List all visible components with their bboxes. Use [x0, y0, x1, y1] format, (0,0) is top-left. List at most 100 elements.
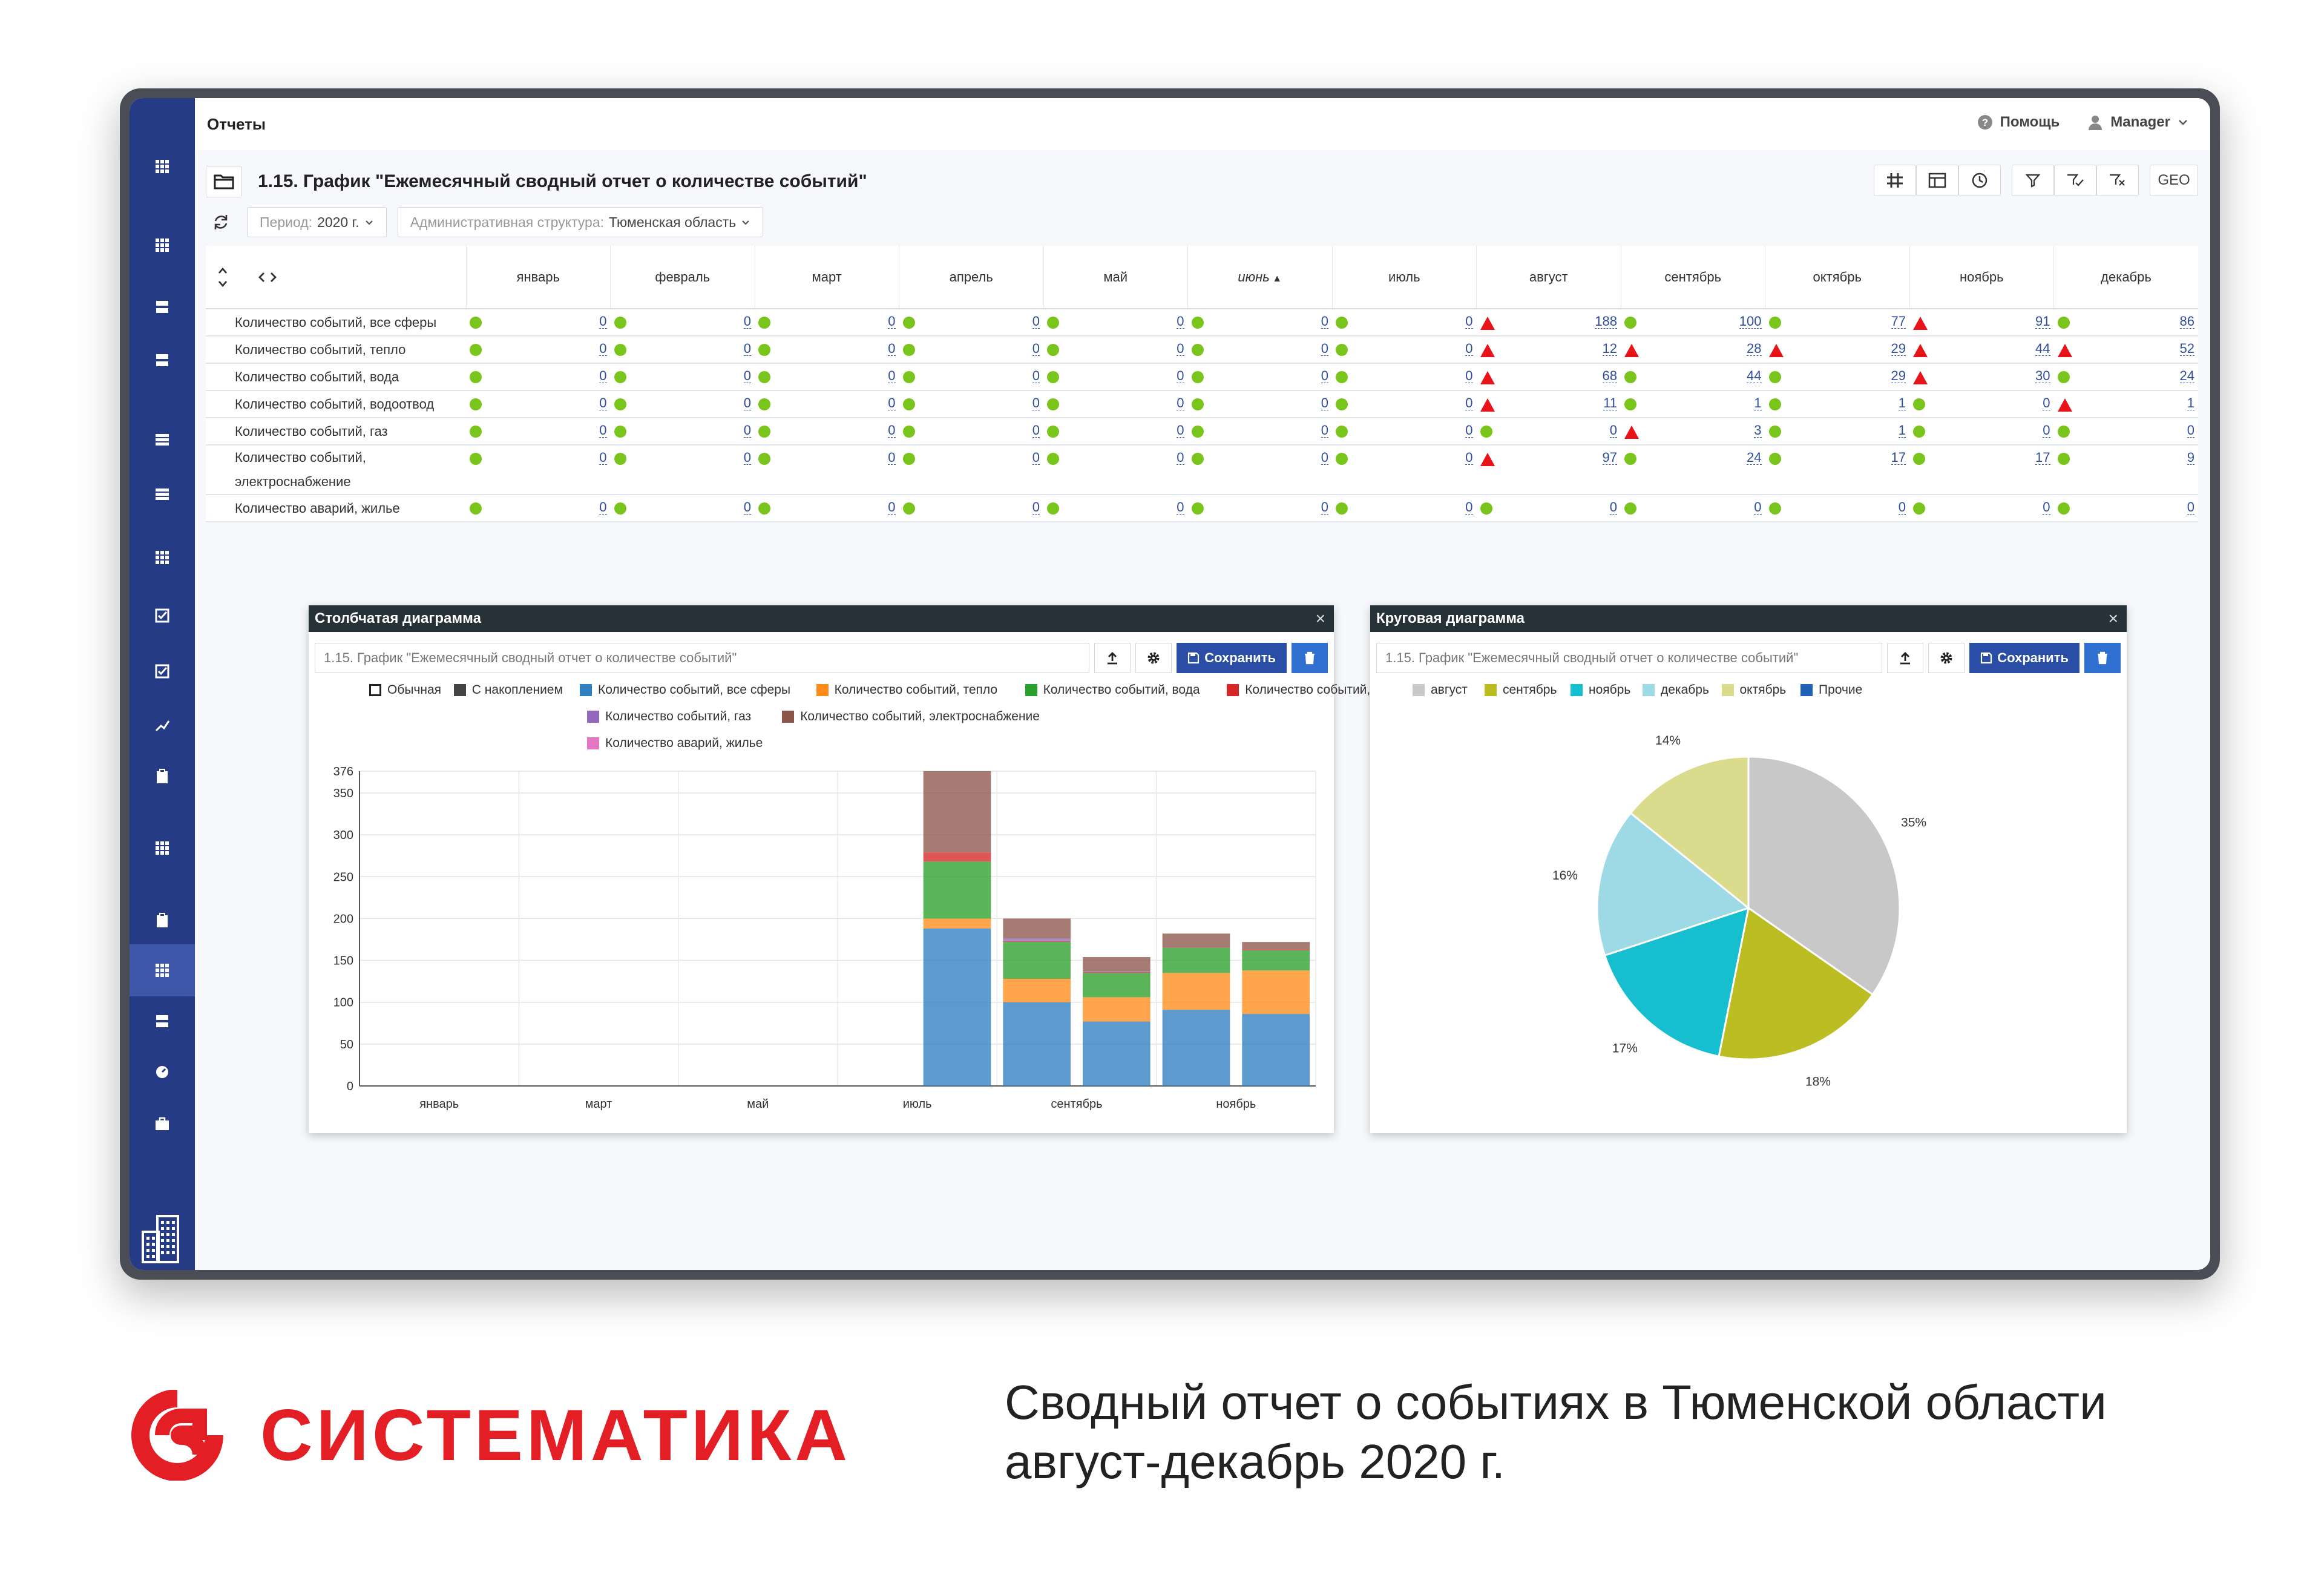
cell-value-link[interactable]: 0: [599, 423, 607, 438]
delete-button[interactable]: [1292, 643, 1328, 673]
cell-value-link[interactable]: 0: [2187, 499, 2194, 515]
legend-slice-3[interactable]: ноябрь: [1571, 683, 1630, 697]
cell-value-link[interactable]: 0: [1898, 499, 1906, 515]
refresh-button[interactable]: [206, 207, 236, 237]
cell-value-link[interactable]: 0: [1177, 341, 1184, 356]
column-header-4[interactable]: апрель: [899, 246, 1043, 309]
sidebar-item-17[interactable]: [130, 1098, 195, 1150]
column-header-5[interactable]: май: [1043, 246, 1188, 309]
cell-value-link[interactable]: 0: [1609, 423, 1617, 438]
cell-value-link[interactable]: 30: [2035, 368, 2050, 383]
cell-value-link[interactable]: 9: [2187, 450, 2194, 465]
geo-button[interactable]: GEO: [2150, 165, 2198, 196]
export-button[interactable]: [1094, 643, 1131, 673]
cell-value-link[interactable]: 11: [1603, 395, 1617, 410]
cell-value-link[interactable]: 0: [1177, 395, 1184, 410]
sidebar-item-1[interactable]: [130, 140, 195, 192]
cell-value-link[interactable]: 0: [1177, 423, 1184, 438]
legend-mode-2[interactable]: С накоплением: [453, 683, 563, 697]
user-menu[interactable]: Manager: [2087, 114, 2188, 131]
cell-value-link[interactable]: 0: [599, 314, 607, 329]
column-header-7[interactable]: июль: [1331, 246, 1477, 309]
cell-value-link[interactable]: 0: [743, 314, 751, 329]
close-icon[interactable]: ×: [1315, 609, 1325, 628]
table-view-button[interactable]: [1916, 165, 1958, 196]
cell-value-link[interactable]: 0: [2043, 395, 2050, 410]
legend-slice-2[interactable]: сентябрь: [1485, 683, 1557, 697]
sidebar-item-8[interactable]: [130, 590, 195, 642]
filter-button[interactable]: [2012, 165, 2054, 196]
column-header-12[interactable]: декабрь: [2053, 246, 2198, 309]
column-header-9[interactable]: сентябрь: [1620, 246, 1765, 309]
cell-value-link[interactable]: 0: [743, 341, 751, 356]
column-header-1[interactable]: январь: [465, 246, 611, 309]
legend-series-7[interactable]: Количество аварий, жилье: [587, 736, 763, 751]
cell-value-link[interactable]: 0: [743, 368, 751, 383]
cell-value-link[interactable]: 0: [1465, 450, 1473, 465]
sort-rows-icon[interactable]: [217, 267, 229, 288]
cell-value-link[interactable]: 0: [1321, 450, 1328, 465]
cell-value-link[interactable]: 77: [1891, 314, 1906, 329]
history-button[interactable]: [1958, 165, 2001, 196]
cell-value-link[interactable]: 97: [1602, 450, 1617, 465]
cell-value-link[interactable]: 0: [1465, 341, 1473, 356]
cell-value-link[interactable]: 0: [1754, 499, 1762, 515]
cell-value-link[interactable]: 0: [1465, 368, 1473, 383]
cell-value-link[interactable]: 0: [599, 341, 607, 356]
legend-slice-4[interactable]: декабрь: [1643, 683, 1709, 697]
cell-value-link[interactable]: 1: [1898, 395, 1906, 410]
cell-value-link[interactable]: 0: [1032, 499, 1040, 515]
cell-value-link[interactable]: 0: [1465, 395, 1473, 410]
bar-chart-name-input[interactable]: 1.15. График "Ежемесячный сводный отчет …: [315, 643, 1090, 673]
cell-value-link[interactable]: 188: [1595, 314, 1617, 329]
cell-value-link[interactable]: 44: [1747, 368, 1762, 383]
cell-value-link[interactable]: 28: [1747, 341, 1762, 356]
cell-value-link[interactable]: 0: [2187, 423, 2194, 438]
cell-value-link[interactable]: 0: [888, 423, 896, 438]
sidebar-item-11[interactable]: [130, 751, 195, 803]
cell-value-link[interactable]: 24: [2179, 368, 2194, 383]
sidebar-item-12[interactable]: [130, 822, 195, 874]
legend-mode-1[interactable]: Обычная: [369, 683, 441, 697]
cell-value-link[interactable]: 12: [1602, 341, 1617, 356]
sidebar-item-5[interactable]: [130, 414, 195, 466]
legend-series-2[interactable]: Количество событий, тепло: [816, 683, 997, 697]
cell-value-link[interactable]: 0: [888, 368, 896, 383]
column-header-3[interactable]: март: [754, 246, 899, 309]
column-header-11[interactable]: ноябрь: [1909, 246, 2054, 309]
cell-value-link[interactable]: 0: [1032, 423, 1040, 438]
sidebar-item-2[interactable]: [130, 219, 195, 271]
export-button[interactable]: [1887, 643, 1924, 673]
cell-value-link[interactable]: 0: [1465, 314, 1473, 329]
cell-value-link[interactable]: 0: [1321, 499, 1328, 515]
cell-value-link[interactable]: 0: [888, 395, 896, 410]
cell-value-link[interactable]: 0: [1177, 499, 1184, 515]
sidebar-item-16[interactable]: [130, 1046, 195, 1098]
sidebar-item-9[interactable]: [130, 645, 195, 697]
sidebar-item-14[interactable]: [130, 944, 195, 996]
cell-value-link[interactable]: 0: [2043, 499, 2050, 515]
cell-value-link[interactable]: 0: [743, 499, 751, 515]
cell-value-link[interactable]: 0: [1321, 368, 1328, 383]
cell-value-link[interactable]: 0: [599, 395, 607, 410]
save-button[interactable]: Сохранить: [1969, 643, 2079, 673]
cell-value-link[interactable]: 44: [2035, 341, 2050, 356]
cell-value-link[interactable]: 0: [1321, 341, 1328, 356]
filter-apply-button[interactable]: [2054, 165, 2096, 196]
settings-button[interactable]: [1928, 643, 1965, 673]
structure-filter[interactable]: Административная структура: Тюменская обл…: [397, 207, 764, 237]
cell-value-link[interactable]: 0: [743, 450, 751, 465]
legend-slice-1[interactable]: август: [1413, 683, 1468, 697]
cell-value-link[interactable]: 91: [2035, 314, 2050, 329]
cell-value-link[interactable]: 3: [1754, 423, 1762, 438]
cell-value-link[interactable]: 0: [2043, 423, 2050, 438]
cell-value-link[interactable]: 0: [1465, 499, 1473, 515]
save-button[interactable]: Сохранить: [1177, 643, 1287, 673]
sidebar-item-13[interactable]: [130, 895, 195, 947]
cell-value-link[interactable]: 100: [1739, 314, 1762, 329]
cell-value-link[interactable]: 0: [1321, 395, 1328, 410]
cell-value-link[interactable]: 0: [599, 450, 607, 465]
sidebar-item-15[interactable]: [130, 995, 195, 1047]
close-icon[interactable]: ×: [2108, 609, 2118, 628]
cell-value-link[interactable]: 0: [888, 341, 896, 356]
